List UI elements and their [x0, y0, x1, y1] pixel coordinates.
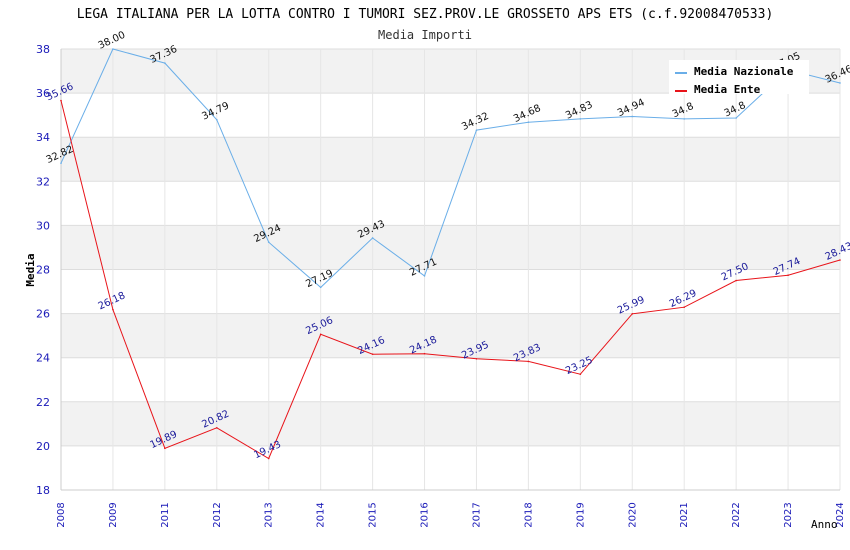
y-tick-label: 26: [36, 308, 50, 321]
legend-box: [669, 60, 809, 94]
x-tick-label: 2015: [368, 502, 379, 527]
y-tick-labels: 18 20 22 24 26 28 30 32 34 36 38: [36, 43, 50, 497]
y-tick-label: 18: [36, 484, 50, 497]
x-tick-label: 2021: [679, 502, 690, 527]
data-point: [475, 129, 478, 131]
data-point: [579, 373, 582, 376]
data-label: 38.00: [97, 30, 128, 52]
data-point: [112, 48, 114, 50]
y-tick-label: 24: [36, 352, 50, 365]
x-tick-label: 2022: [731, 502, 742, 527]
y-tick-label: 36: [36, 87, 50, 100]
data-point: [216, 118, 218, 121]
data-point: [735, 117, 737, 119]
x-tick-label: 2017: [471, 502, 482, 527]
x-tick-label: 2012: [212, 502, 223, 527]
y-tick-label: 20: [36, 440, 50, 453]
x-tick-label: 2016: [420, 502, 431, 527]
data-point: [683, 306, 685, 309]
x-tick-label: 2014: [316, 502, 327, 527]
series-line-media-ente: [60, 100, 841, 460]
y-axis-label: Media: [24, 253, 37, 286]
series-lines: [60, 48, 841, 460]
x-tick-label: 2013: [264, 502, 275, 527]
x-tick-label: 2018: [523, 502, 534, 527]
data-point: [216, 427, 218, 429]
data-point: [164, 447, 166, 450]
data-point: [475, 358, 478, 360]
data-point: [631, 115, 634, 118]
data-point: [319, 333, 322, 336]
legend-label-ente: Media Ente: [694, 83, 761, 96]
x-tick-label: 2020: [627, 502, 638, 527]
data-point: [60, 99, 62, 102]
data-point: [631, 313, 634, 315]
legend-label-nazionale: Media Nazionale: [694, 65, 794, 78]
x-tick-labels: 2008 2009 2011 2012 2013 2014 2015 2016 2017 2018…: [56, 502, 846, 527]
data-point: [267, 241, 270, 243]
y-tick-label: 32: [36, 175, 50, 188]
data-point: [527, 360, 530, 363]
data-point: [164, 62, 166, 64]
grid-band: [61, 357, 840, 402]
data-point: [839, 259, 841, 261]
data-point: [112, 308, 114, 311]
data-point: [839, 82, 841, 84]
data-point: [683, 118, 685, 120]
x-tick-label: 2008: [56, 502, 67, 527]
grid-band: [61, 137, 840, 182]
data-point: [423, 275, 426, 277]
chart-title: LEGA ITALIANA PER LA LOTTA CONTRO I TUMO…: [77, 7, 774, 22]
x-axis-label: Anno: [811, 518, 838, 531]
legend: Media Nazionale Media Ente: [669, 60, 809, 96]
data-point: [267, 457, 270, 460]
grid-band: [61, 445, 840, 490]
y-tick-label: 30: [36, 219, 50, 232]
grid-bands: [61, 49, 840, 490]
series-line-media-nazionale: [60, 48, 841, 289]
data-point: [371, 353, 374, 355]
grid-band: [61, 225, 840, 270]
grid-band: [61, 93, 840, 138]
grid-band: [61, 269, 840, 314]
data-point: [371, 237, 374, 239]
x-tick-label: 2019: [575, 502, 586, 527]
x-tick-label: 2023: [783, 502, 794, 527]
data-point: [579, 118, 582, 120]
x-tick-label: 2011: [160, 502, 171, 527]
chart-subtitle: Media Importi: [378, 28, 472, 42]
data-point: [527, 121, 530, 124]
data-point: [735, 279, 737, 282]
data-point: [60, 162, 62, 165]
y-tick-label: 28: [36, 264, 50, 277]
data-point: [787, 274, 789, 277]
y-tick-label: 38: [36, 43, 50, 56]
y-tick-label: 34: [36, 131, 50, 144]
x-tick-label: 2009: [108, 502, 119, 527]
data-point: [319, 286, 322, 289]
x-tick-label: 2024: [835, 502, 846, 527]
y-tick-label: 22: [36, 396, 50, 409]
grid-band: [61, 313, 840, 358]
data-point: [423, 352, 426, 355]
